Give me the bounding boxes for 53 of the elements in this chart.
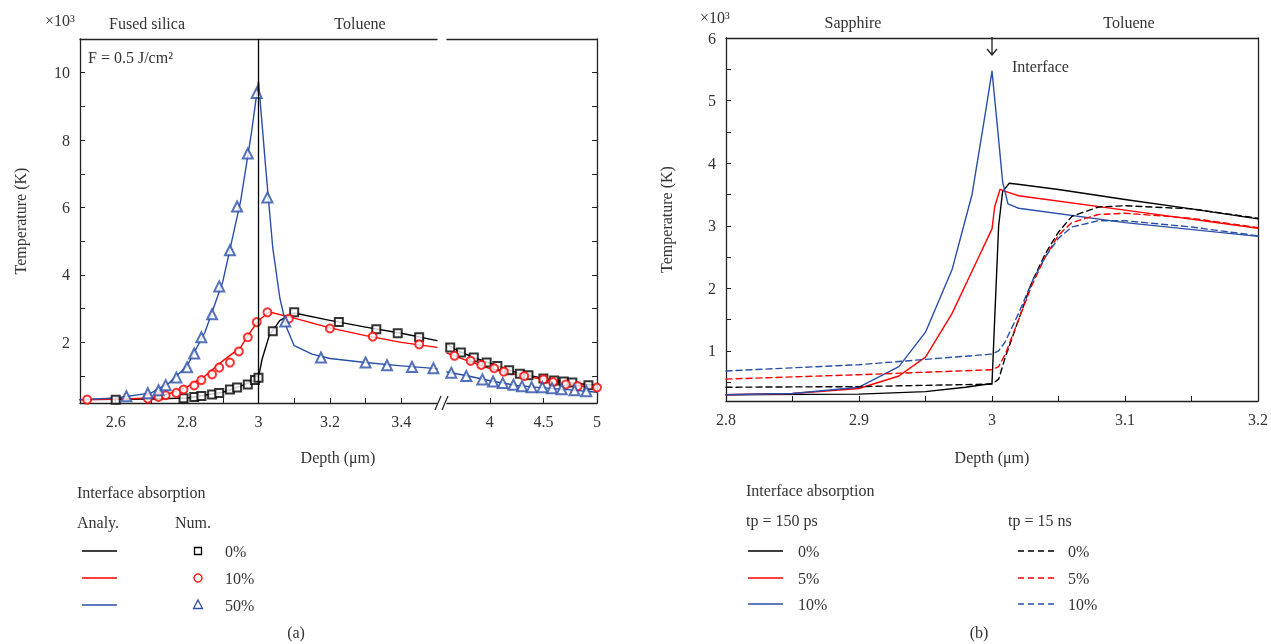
- legend-label: 5%: [1068, 569, 1090, 587]
- y-tick-label: 4: [62, 266, 70, 284]
- legend-label: 0%: [798, 542, 820, 560]
- x-tick-label: 2.9: [849, 410, 869, 428]
- text: Toluene: [1103, 13, 1155, 31]
- text: tp = 150 ps: [746, 511, 818, 530]
- x-tick-label: 2.8: [716, 410, 736, 428]
- y-tick-label: 10: [54, 64, 70, 82]
- text: Num.: [175, 513, 211, 531]
- annotation: F = 0.5 J/cm²: [88, 48, 174, 66]
- legend-label: 10%: [1068, 595, 1098, 613]
- legend-title: Interface absorption: [77, 483, 206, 502]
- x-tick-label: 3.2: [319, 412, 340, 430]
- legend-label: 50%: [225, 596, 255, 614]
- legend-label: 10%: [798, 595, 828, 613]
- x-tick-label: 4.5: [533, 412, 554, 430]
- y-tick-label: 6: [708, 29, 716, 47]
- x-tick-label: 3.2: [1248, 410, 1268, 428]
- text: Toluene: [334, 14, 386, 32]
- text: (b): [969, 623, 989, 642]
- y-tick-label: 8: [62, 131, 70, 149]
- x-tick-label: 2.6: [105, 412, 126, 430]
- text: Fused silica: [109, 14, 185, 32]
- annotation: Interface: [1012, 57, 1069, 75]
- x-tick-label: 5: [593, 412, 601, 430]
- legend-title: Interface absorption: [746, 481, 875, 500]
- text: Sapphire: [824, 13, 882, 32]
- y-tick-label: 2: [708, 279, 716, 297]
- x-tick-label: 3: [254, 412, 263, 430]
- text: ×10³: [700, 8, 731, 26]
- x-tick-label: 4: [485, 412, 494, 430]
- x-tick-label: 3.1: [1115, 410, 1135, 428]
- y-tick-label: 3: [708, 217, 716, 235]
- text: (a): [287, 623, 305, 642]
- text: Analy.: [77, 513, 120, 532]
- legend-label: 10%: [225, 569, 255, 587]
- y-axis-title: Temperature (K): [657, 166, 676, 273]
- legend-label: 5%: [798, 569, 820, 587]
- y-tick-label: 1: [708, 342, 716, 360]
- x-tick-label: 3.4: [391, 412, 412, 430]
- y-tick-label: 6: [62, 199, 70, 217]
- x-tick-label: 3: [988, 410, 996, 428]
- text: tp = 15 ns: [1008, 511, 1072, 530]
- y-tick-label: 5: [708, 92, 716, 110]
- x-tick-label: 2.8: [177, 412, 198, 430]
- y-tick-label: 4: [708, 154, 716, 172]
- x-axis-title: Depth (μm): [954, 448, 1030, 467]
- x-axis-title: Depth (μm): [300, 448, 376, 467]
- y-axis-title: Temperature (K): [11, 167, 30, 275]
- legend-label: 0%: [225, 542, 247, 560]
- text: ×10³: [45, 11, 76, 29]
- legend-label: 0%: [1068, 542, 1090, 560]
- y-tick-label: 2: [62, 333, 70, 351]
